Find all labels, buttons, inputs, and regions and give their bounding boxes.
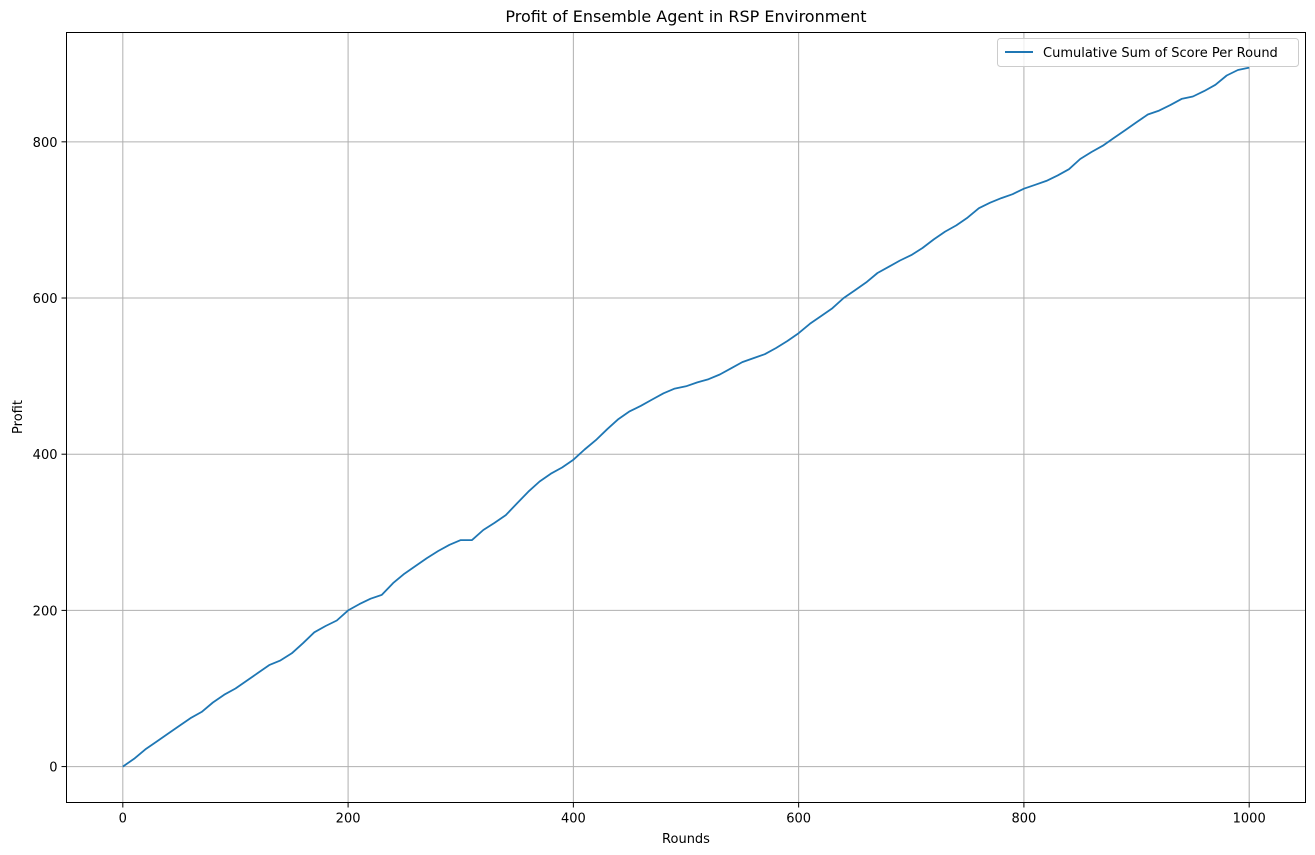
x-tick-label: 800	[1011, 812, 1036, 827]
legend-label: Cumulative Sum of Score Per Round	[1043, 46, 1278, 61]
y-tick-label: 400	[33, 448, 58, 463]
x-tick-label: 400	[561, 812, 586, 827]
y-tick-label: 200	[33, 604, 58, 619]
chart-title: Profit of Ensemble Agent in RSP Environm…	[505, 7, 866, 26]
y-axis: 0 200 400 600 800	[33, 136, 67, 776]
series-layer	[122, 66, 1250, 768]
grid	[66, 32, 1306, 803]
x-tick-label: 200	[336, 812, 361, 827]
y-tick-label: 600	[33, 292, 58, 307]
plot-frame	[66, 32, 1306, 803]
y-tick-label: 800	[33, 136, 58, 151]
series-line	[122, 66, 1250, 768]
legend-box	[997, 38, 1299, 67]
x-tick-label: 1000	[1233, 812, 1266, 827]
legend: Cumulative Sum of Score Per Round	[997, 38, 1299, 67]
x-tick-label: 600	[786, 812, 811, 827]
y-axis-label: Profit	[11, 400, 26, 434]
x-tick-label: 0	[119, 812, 127, 827]
y-tick-label: 0	[49, 761, 57, 776]
x-axis-label: Rounds	[662, 832, 710, 847]
x-axis: 0 200 400 600 800 1000	[119, 802, 1266, 827]
